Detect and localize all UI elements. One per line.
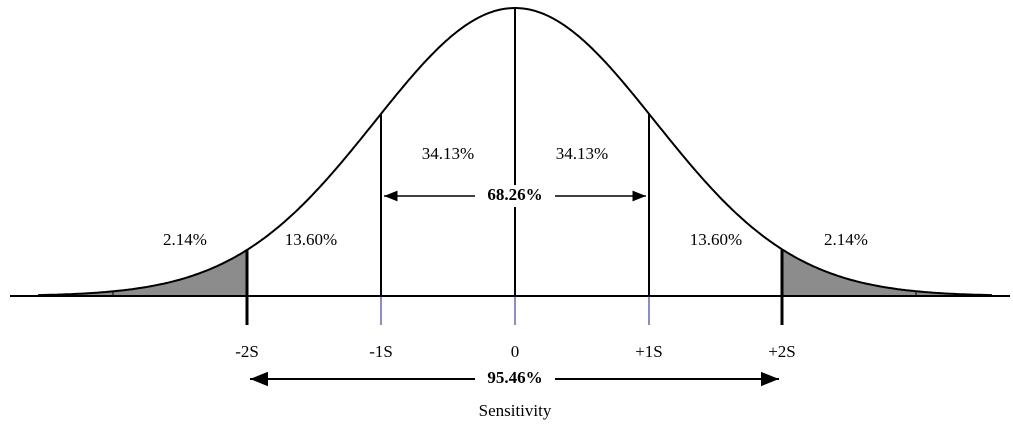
label-bg <box>475 185 555 207</box>
percent-label: 2.14% <box>824 230 868 249</box>
span-label: 68.26% <box>487 185 542 204</box>
axis-label: Sensitivity <box>479 401 552 420</box>
tick-label: -2S <box>235 342 259 361</box>
tail-shade <box>40 250 247 296</box>
percent-label: 13.60% <box>285 230 337 249</box>
tick-label: -1S <box>369 342 393 361</box>
tail-shade <box>782 249 990 296</box>
tick-label: +1S <box>635 342 663 361</box>
percent-label: 34.13% <box>556 144 608 163</box>
shapes <box>38 7 992 297</box>
tick-label: +2S <box>768 342 796 361</box>
label-bg <box>475 368 555 390</box>
percent-label: 2.14% <box>163 230 207 249</box>
percent-label: 13.60% <box>690 230 742 249</box>
percent-label: 34.13% <box>422 144 474 163</box>
tick-label: 0 <box>511 342 520 361</box>
span-label: 95.46% <box>487 368 542 387</box>
